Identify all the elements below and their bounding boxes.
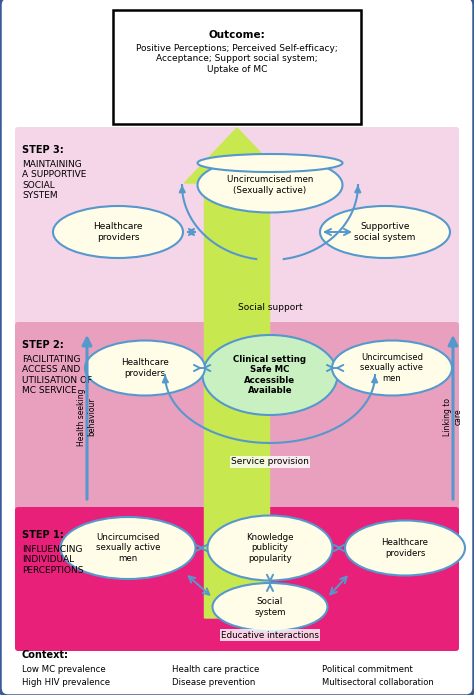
Text: Service provision: Service provision (231, 457, 309, 466)
FancyBboxPatch shape (15, 127, 459, 328)
Text: Political commitment: Political commitment (322, 665, 413, 674)
Text: Disease prevention: Disease prevention (172, 678, 255, 687)
Text: Uncircumcised men
(Sexually active): Uncircumcised men (Sexually active) (227, 175, 313, 195)
Text: STEP 2:: STEP 2: (22, 340, 64, 350)
Text: Multisectoral collaboration: Multisectoral collaboration (322, 678, 434, 687)
Text: Educative interactions: Educative interactions (221, 630, 319, 639)
Text: STEP 3:: STEP 3: (22, 145, 64, 155)
Text: MAINTAINING
A SUPPORTIVE
SOCIAL
SYSTEM: MAINTAINING A SUPPORTIVE SOCIAL SYSTEM (22, 160, 86, 200)
Text: Healthcare
providers: Healthcare providers (382, 539, 428, 557)
Ellipse shape (202, 335, 337, 415)
FancyBboxPatch shape (15, 322, 459, 513)
Text: STEP 1:: STEP 1: (22, 530, 64, 540)
Ellipse shape (85, 341, 205, 395)
Ellipse shape (212, 583, 328, 631)
Text: Healthcare
providers: Healthcare providers (93, 222, 143, 242)
Text: Health seeking
behaviour: Health seeking behaviour (77, 389, 97, 445)
Text: Uncircumcised
sexually active
men: Uncircumcised sexually active men (96, 533, 160, 563)
Ellipse shape (61, 517, 195, 579)
Text: Clinical setting
Safe MC
Accessible
Available: Clinical setting Safe MC Accessible Avai… (234, 355, 307, 395)
Ellipse shape (208, 516, 332, 580)
Ellipse shape (320, 206, 450, 258)
Text: Supportive
social system: Supportive social system (354, 222, 416, 242)
FancyBboxPatch shape (113, 10, 361, 124)
Text: Healthcare
providers: Healthcare providers (121, 359, 169, 377)
Text: INFLUENCING
INDIVIDUAL
PERCEPTIONS: INFLUENCING INDIVIDUAL PERCEPTIONS (22, 545, 83, 575)
Text: Social
system: Social system (254, 597, 286, 616)
Text: Outcome:: Outcome: (209, 30, 265, 40)
Text: Context:: Context: (22, 650, 69, 660)
Ellipse shape (53, 206, 183, 258)
Ellipse shape (345, 521, 465, 575)
Ellipse shape (198, 154, 343, 172)
FancyArrow shape (184, 128, 290, 618)
Text: Positive Perceptions; Perceived Self-efficacy;
Acceptance; Support social system: Positive Perceptions; Perceived Self-eff… (136, 44, 338, 74)
Text: Social support: Social support (237, 304, 302, 313)
Text: High HIV prevalence: High HIV prevalence (22, 678, 110, 687)
FancyBboxPatch shape (15, 507, 459, 651)
Ellipse shape (332, 341, 452, 395)
Text: Uncircumcised
sexually active
men: Uncircumcised sexually active men (361, 353, 423, 383)
Text: FACILITATING
ACCESS AND
UTILISATION OF
MC SERVICE: FACILITATING ACCESS AND UTILISATION OF M… (22, 355, 92, 395)
Text: Linking to
care: Linking to care (443, 398, 463, 436)
Text: Health care practice: Health care practice (172, 665, 259, 674)
Ellipse shape (198, 158, 343, 213)
Text: Low MC prevalence: Low MC prevalence (22, 665, 106, 674)
Text: Knowledge
publicity
popularity: Knowledge publicity popularity (246, 533, 294, 563)
